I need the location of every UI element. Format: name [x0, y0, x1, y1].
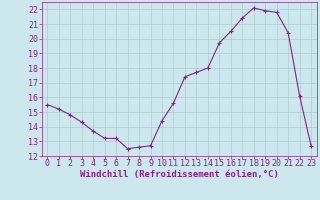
X-axis label: Windchill (Refroidissement éolien,°C): Windchill (Refroidissement éolien,°C) [80, 170, 279, 179]
